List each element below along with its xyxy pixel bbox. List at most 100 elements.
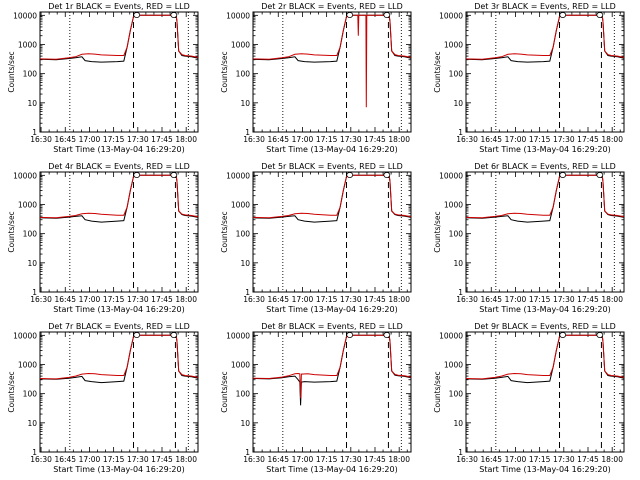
x-tick-label: 17:15 bbox=[529, 455, 551, 464]
y-axis-label: Counts/sec bbox=[7, 51, 16, 92]
detector-panel-8: 1 10 100 1000 10000 16:30 16:45 17:00 17:15 17:30… bbox=[220, 322, 412, 474]
x-tick-label: 18:00 bbox=[388, 455, 410, 464]
y-tick-label: 100 bbox=[236, 70, 251, 79]
x-tick-label: 17:45 bbox=[151, 455, 173, 464]
y-tick-label: 1 bbox=[458, 448, 463, 457]
detector-panel-1: 1 10 100 1000 10000 16:30 16:45 17:00 17:15 17:30… bbox=[7, 2, 199, 154]
y-tick-label: 10 bbox=[453, 259, 463, 268]
x-tick-label: 17:30 bbox=[553, 295, 575, 304]
panel-title: Det 1r BLACK = Events, RED = LLD bbox=[48, 2, 190, 11]
saturation-marker bbox=[383, 332, 391, 338]
saturation-marker bbox=[133, 332, 141, 338]
x-tick-label: 17:45 bbox=[151, 295, 173, 304]
y-tick-label: 1 bbox=[32, 448, 37, 457]
plot-frame bbox=[465, 171, 625, 293]
x-tick-label: 16:45 bbox=[480, 295, 502, 304]
y-tick-label: 1000 bbox=[18, 360, 37, 369]
saturation-marker bbox=[559, 172, 567, 178]
x-tick-label: 17:15 bbox=[529, 135, 551, 144]
y-tick-label: 100 bbox=[236, 230, 251, 239]
series-line-lld bbox=[40, 174, 198, 219]
x-tick-label: 16:30 bbox=[243, 295, 265, 304]
y-tick-label: 1000 bbox=[444, 360, 463, 369]
y-axis-label: Counts/sec bbox=[433, 371, 442, 412]
y-tick-label: 10000 bbox=[439, 331, 463, 340]
saturation-marker bbox=[346, 332, 354, 338]
x-tick-label: 17:45 bbox=[364, 455, 386, 464]
x-tick-label: 18:00 bbox=[601, 135, 623, 144]
saturation-marker bbox=[133, 172, 141, 178]
x-tick-label: 17:45 bbox=[577, 455, 599, 464]
x-axis-label: Start Time (13-May-04 16:29:20) bbox=[479, 305, 610, 314]
y-axis-label: Counts/sec bbox=[433, 211, 442, 252]
x-tick-label: 16:45 bbox=[480, 135, 502, 144]
panel-title: Det 3r BLACK = Events, RED = LLD bbox=[474, 2, 616, 11]
x-tick-label: 18:00 bbox=[601, 455, 623, 464]
detector-panel-2: 1 10 100 1000 10000 16:30 16:45 17:00 17:15 17:30… bbox=[220, 2, 412, 154]
series-line-lld bbox=[466, 334, 624, 380]
x-tick-label: 16:45 bbox=[267, 295, 289, 304]
y-tick-label: 10 bbox=[27, 419, 37, 428]
y-tick-label: 10000 bbox=[226, 331, 250, 340]
y-tick-label: 100 bbox=[449, 70, 464, 79]
x-tick-label: 17:15 bbox=[529, 295, 551, 304]
x-tick-label: 18:00 bbox=[388, 295, 410, 304]
x-tick-label: 18:00 bbox=[175, 295, 197, 304]
x-tick-label: 17:00 bbox=[79, 295, 101, 304]
x-tick-label: 17:00 bbox=[505, 135, 527, 144]
series-line-lld bbox=[40, 334, 198, 380]
x-tick-label: 16:30 bbox=[30, 135, 52, 144]
x-tick-label: 16:30 bbox=[456, 135, 478, 144]
y-tick-label: 10000 bbox=[226, 11, 250, 20]
y-axis-label: Counts/sec bbox=[220, 371, 229, 412]
x-tick-label: 16:30 bbox=[30, 455, 52, 464]
y-tick-label: 1 bbox=[458, 128, 463, 137]
saturation-marker bbox=[559, 332, 567, 338]
y-tick-label: 1 bbox=[245, 448, 250, 457]
x-tick-label: 16:45 bbox=[54, 135, 76, 144]
x-tick-label: 17:30 bbox=[340, 455, 362, 464]
y-tick-label: 100 bbox=[23, 70, 38, 79]
y-tick-label: 1000 bbox=[231, 40, 250, 49]
x-tick-label: 17:30 bbox=[127, 135, 149, 144]
y-tick-label: 1 bbox=[458, 288, 463, 297]
x-tick-label: 18:00 bbox=[601, 295, 623, 304]
x-tick-label: 17:30 bbox=[553, 135, 575, 144]
x-tick-label: 17:45 bbox=[364, 135, 386, 144]
y-tick-label: 10000 bbox=[13, 331, 37, 340]
y-tick-label: 10 bbox=[453, 99, 463, 108]
y-tick-label: 10 bbox=[453, 419, 463, 428]
y-tick-label: 10000 bbox=[439, 11, 463, 20]
panel-title: Det 7r BLACK = Events, RED = LLD bbox=[48, 322, 190, 331]
x-axis-label: Start Time (13-May-04 16:29:20) bbox=[266, 305, 397, 314]
x-tick-label: 16:45 bbox=[267, 455, 289, 464]
y-axis-label: Counts/sec bbox=[7, 211, 16, 252]
x-tick-label: 17:30 bbox=[340, 135, 362, 144]
plot-frame bbox=[39, 11, 199, 133]
x-tick-label: 17:15 bbox=[103, 455, 125, 464]
y-tick-label: 1000 bbox=[444, 200, 463, 209]
saturation-marker bbox=[596, 332, 604, 338]
detector-panel-3: 1 10 100 1000 10000 16:30 16:45 17:00 17:15 17:30… bbox=[433, 2, 625, 154]
x-tick-label: 17:45 bbox=[151, 135, 173, 144]
x-axis-label: Start Time (13-May-04 16:29:20) bbox=[479, 145, 610, 154]
plot-frame bbox=[252, 171, 412, 293]
y-tick-label: 1 bbox=[32, 288, 37, 297]
detector-panel-6: 1 10 100 1000 10000 16:30 16:45 17:00 17:15 17:30… bbox=[433, 162, 625, 314]
saturation-marker bbox=[383, 172, 391, 178]
x-tick-label: 17:00 bbox=[505, 295, 527, 304]
y-axis-label: Counts/sec bbox=[220, 211, 229, 252]
x-tick-label: 17:00 bbox=[505, 455, 527, 464]
y-axis-label: Counts/sec bbox=[433, 51, 442, 92]
x-tick-label: 17:00 bbox=[292, 295, 314, 304]
x-tick-label: 16:45 bbox=[54, 295, 76, 304]
y-tick-label: 100 bbox=[23, 230, 38, 239]
x-tick-label: 16:30 bbox=[243, 455, 265, 464]
x-tick-label: 18:00 bbox=[388, 135, 410, 144]
x-axis-label: Start Time (13-May-04 16:29:20) bbox=[266, 465, 397, 474]
saturation-marker bbox=[559, 12, 567, 18]
saturation-marker bbox=[170, 12, 178, 18]
plot-frame bbox=[252, 11, 412, 133]
series-line-lld bbox=[466, 174, 624, 219]
